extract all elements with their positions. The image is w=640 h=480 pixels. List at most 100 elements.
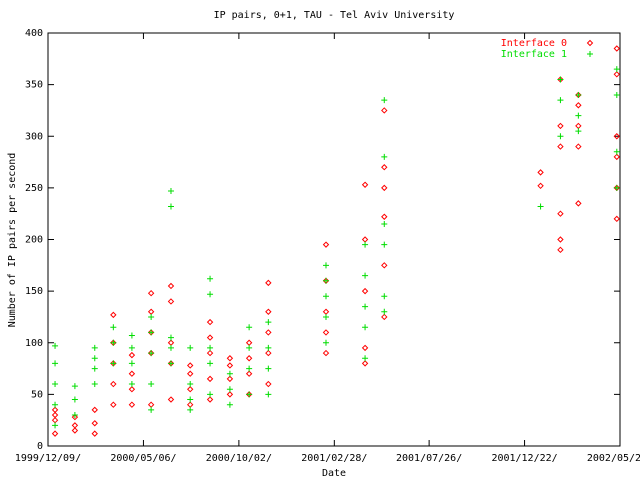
diamond-point	[167, 298, 175, 305]
plus-point	[71, 396, 78, 403]
y-tick-label: 350	[25, 80, 43, 91]
diamond-point	[537, 182, 544, 190]
diamond-point	[186, 401, 194, 408]
diamond-point	[613, 133, 621, 140]
plus-point	[207, 275, 214, 282]
plus-point	[128, 344, 135, 351]
diamond-point	[613, 215, 621, 223]
plus-point	[246, 391, 253, 398]
diamond-point	[381, 184, 388, 192]
plus-point	[128, 381, 135, 388]
plus-point	[226, 386, 233, 393]
diamond-point	[91, 406, 98, 414]
plus-point	[187, 406, 194, 413]
diamond-point	[575, 122, 582, 130]
diamond-point	[226, 362, 234, 369]
diamond-point	[557, 236, 564, 243]
plus-point	[148, 381, 155, 388]
diamond-point	[186, 362, 194, 369]
diamond-point	[322, 329, 330, 336]
chart-title: IP pairs, 0+1, TAU - Tel Aviv University	[214, 10, 455, 21]
diamond-point	[91, 430, 98, 437]
diamond-point	[206, 318, 214, 326]
plus-point	[246, 365, 253, 372]
diamond-point	[110, 380, 117, 388]
diamond-point	[575, 200, 582, 207]
y-tick-label: 150	[25, 286, 43, 297]
diamond-point	[381, 164, 388, 171]
diamond-point	[91, 420, 98, 427]
plus-point	[265, 344, 272, 351]
diamond-point	[128, 351, 136, 359]
plus-point	[167, 334, 174, 341]
diamond-point	[361, 344, 369, 352]
plus-point	[148, 329, 155, 336]
legend-marker	[586, 39, 594, 47]
diamond-point	[147, 401, 155, 408]
diamond-point	[147, 289, 155, 297]
plus-point	[381, 221, 388, 228]
plus-point	[110, 339, 117, 346]
plus-point	[207, 391, 214, 398]
diamond-point	[265, 308, 272, 315]
plus-point	[52, 342, 59, 349]
diamond-point	[265, 279, 272, 287]
diamond-point	[167, 396, 175, 403]
plus-point	[381, 97, 388, 104]
x-tick-label: 2000/10/02/	[206, 453, 272, 464]
diamond-point	[206, 334, 214, 341]
diamond-point	[71, 422, 79, 429]
legend-marker	[587, 51, 593, 57]
plus-point	[52, 381, 59, 388]
diamond-point	[361, 287, 369, 295]
plus-point	[265, 391, 272, 398]
diamond-point	[226, 355, 234, 362]
x-tick-label: 2001/07/26/	[396, 453, 462, 464]
y-tick-label: 400	[25, 28, 43, 39]
plus-point	[52, 422, 59, 429]
diamond-point	[322, 349, 330, 357]
plus-point	[575, 112, 582, 119]
plus-point	[613, 148, 620, 155]
plus-point	[537, 203, 544, 210]
diamond-point	[71, 413, 79, 421]
plus-point	[265, 365, 272, 372]
diamond-point	[206, 396, 214, 403]
diamond-point	[557, 122, 564, 130]
plus-point	[128, 360, 135, 367]
diamond-point	[226, 391, 234, 398]
plus-point	[91, 344, 98, 351]
diamond-point	[128, 386, 136, 393]
diamond-point	[361, 236, 369, 243]
plus-point	[91, 355, 98, 362]
plus-point	[187, 396, 194, 403]
plus-point	[575, 91, 582, 98]
plus-point	[557, 97, 564, 104]
diamond-point	[381, 262, 388, 269]
diamond-point	[110, 401, 117, 408]
plus-point	[207, 344, 214, 351]
plus-point	[265, 319, 272, 326]
diamond-point	[128, 370, 136, 377]
plus-point	[148, 313, 155, 320]
legend-label: Interface 0	[501, 38, 567, 49]
plus-point	[381, 241, 388, 248]
diamond-point	[110, 311, 117, 319]
plus-point	[110, 360, 117, 367]
plus-point	[613, 184, 620, 191]
plus-point	[91, 381, 98, 388]
x-tick-label: 2001/02/28/	[301, 453, 367, 464]
plus-point	[207, 360, 214, 367]
diamond-point	[265, 329, 272, 336]
plus-point	[381, 308, 388, 315]
plus-point	[128, 332, 135, 339]
plus-point	[557, 133, 564, 140]
y-tick-label: 250	[25, 183, 43, 194]
diamond-point	[575, 143, 582, 150]
legend-label: Interface 1	[501, 49, 567, 60]
plus-point	[167, 187, 174, 194]
plus-point	[246, 344, 253, 351]
plus-point	[148, 406, 155, 413]
y-tick-label: 0	[37, 441, 43, 452]
